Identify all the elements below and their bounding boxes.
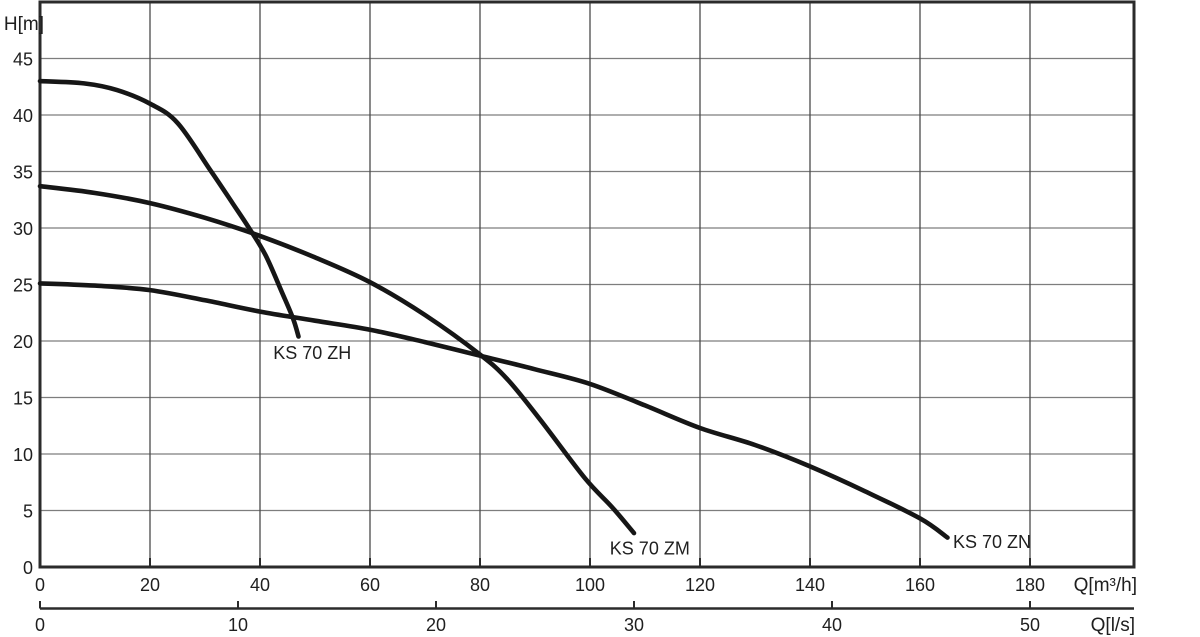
- x-tick-label: 100: [575, 575, 605, 595]
- x-tick-label: 0: [35, 575, 45, 595]
- curve-ks-70-zm: [37, 183, 637, 536]
- curve-label-ks-70-zh: KS 70 ZH: [273, 343, 351, 363]
- y-tick-label: 40: [13, 106, 33, 126]
- y-tick-label: 15: [13, 389, 33, 409]
- x-tick-label: 80: [470, 575, 490, 595]
- secondary-tick-label: 0: [35, 615, 45, 635]
- x-tick-label: 180: [1015, 575, 1045, 595]
- curve-label-ks-70-zm: KS 70 ZM: [610, 539, 690, 559]
- x-tick-label: 40: [250, 575, 270, 595]
- y-tick-label: 45: [13, 50, 33, 70]
- x-axis-primary-unit-label: Q[m³/h]: [1074, 575, 1137, 596]
- secondary-tick-label: 30: [624, 615, 644, 635]
- curve-label-ks-70-zn: KS 70 ZN: [953, 532, 1031, 552]
- y-tick-label: 20: [13, 332, 33, 352]
- x-tick-label: 20: [140, 575, 160, 595]
- secondary-tick-label: 20: [426, 615, 446, 635]
- secondary-tick-label: 40: [822, 615, 842, 635]
- y-tick-label: 10: [13, 445, 33, 465]
- secondary-tick-label: 10: [228, 615, 248, 635]
- curve-ks-70-zh: [37, 78, 301, 339]
- y-tick-label: 35: [13, 163, 33, 183]
- secondary-tick-label: 50: [1020, 615, 1040, 635]
- y-axis-unit-label: H[m]: [4, 14, 44, 35]
- y-tick-label: 25: [13, 276, 33, 296]
- y-tick-label: 30: [13, 219, 33, 239]
- x-tick-label: 160: [905, 575, 935, 595]
- y-tick-label: 5: [23, 502, 33, 522]
- x-axis-secondary-unit-label: Q[l/s]: [1091, 615, 1135, 636]
- x-tick-label: 120: [685, 575, 715, 595]
- curve-ks-70-zn: [37, 281, 950, 540]
- y-tick-label: 0: [23, 558, 33, 578]
- x-tick-label: 140: [795, 575, 825, 595]
- x-tick-label: 60: [360, 575, 380, 595]
